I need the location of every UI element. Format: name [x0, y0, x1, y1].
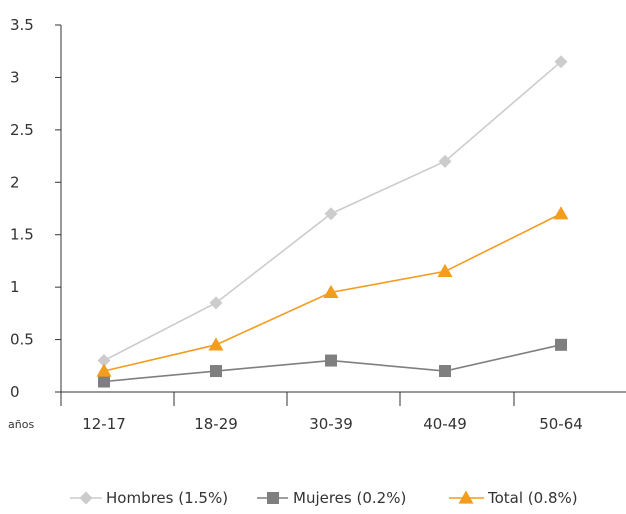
data-point: [96, 363, 112, 377]
x-tick-label: 40-49: [423, 415, 467, 433]
legend-marker: [267, 492, 279, 504]
data-point: [555, 338, 567, 351]
legend-marker: [79, 491, 93, 505]
x-tick-label: 18-29: [194, 415, 238, 433]
y-tick-label: 0: [10, 383, 20, 401]
y-tick-label: 1: [10, 278, 20, 296]
y-tick-label: 0.5: [10, 331, 34, 349]
x-tick-label: 30-39: [309, 415, 353, 433]
legend-item-2: Mujeres (0.2%): [257, 489, 406, 507]
series-layer: [96, 55, 569, 388]
legend-label: Total (0.8%): [487, 489, 578, 507]
data-point: [439, 365, 451, 378]
data-point: [208, 337, 224, 351]
axes: 0 0.5 1 1.5 2 2.5 3 3.5 12-17 18-29 30-39 40-49 50-6…: [8, 16, 626, 433]
data-point: [210, 365, 222, 378]
legend-label: Hombres (1.5%): [106, 489, 228, 507]
data-point: [325, 354, 337, 367]
data-point: [98, 375, 110, 388]
series-2: [98, 338, 567, 388]
data-point: [554, 55, 568, 69]
legend-item-1: Hombres (1.5%): [70, 489, 228, 507]
data-point: [324, 207, 338, 221]
data-point: [438, 154, 452, 168]
y-tick-label: 2.5: [10, 121, 34, 139]
x-tick-label: 50-64: [539, 415, 583, 433]
legend: Hombres (1.5%) Mujeres (0.2%) Total (0.8%): [70, 489, 578, 507]
y-tick-label: 1.5: [10, 226, 34, 244]
series-3: [96, 206, 569, 377]
data-point: [553, 206, 569, 220]
y-tick-label: 3: [10, 68, 20, 86]
data-point: [209, 296, 223, 310]
data-point: [437, 263, 453, 278]
legend-marker: [458, 490, 474, 504]
series-1: [97, 55, 568, 368]
data-point: [97, 354, 111, 368]
legend-label: Mujeres (0.2%): [293, 489, 406, 507]
data-point: [323, 284, 339, 299]
x-tick-label: 12-17: [82, 415, 126, 433]
x-axis-label: años: [8, 418, 34, 431]
legend-item-3: Total (0.8%): [449, 489, 578, 507]
y-tick-label: 2: [10, 173, 20, 191]
y-tick-label: 3.5: [10, 16, 34, 34]
